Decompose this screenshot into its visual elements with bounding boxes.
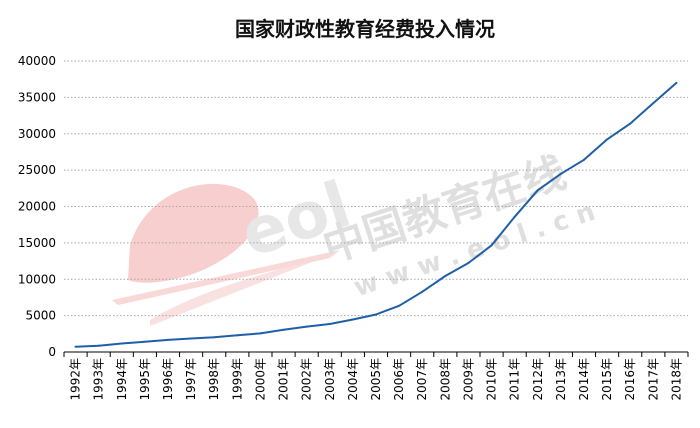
data-point bbox=[467, 262, 470, 265]
y-tick-label: 25000 bbox=[18, 163, 56, 177]
x-tick-label: 2015年 bbox=[600, 358, 614, 401]
data-point bbox=[559, 172, 562, 175]
data-point bbox=[421, 290, 424, 293]
y-tick-label: 10000 bbox=[18, 272, 56, 286]
y-tick-label: 30000 bbox=[18, 127, 56, 141]
data-point bbox=[675, 81, 678, 84]
x-tick-label: 2007年 bbox=[415, 358, 429, 401]
x-tick-label: 2011年 bbox=[508, 358, 522, 401]
x-tick-label: 2008年 bbox=[438, 358, 452, 401]
chart-title: 国家财政性教育经费投入情况 bbox=[235, 17, 495, 41]
x-tick-label: 2014年 bbox=[577, 358, 591, 401]
data-point bbox=[97, 344, 100, 347]
data-point bbox=[328, 322, 331, 325]
data-point bbox=[305, 325, 308, 328]
x-tick-label: 2004年 bbox=[346, 358, 360, 401]
x-tick-label: 2009年 bbox=[461, 358, 475, 401]
x-tick-label: 2000年 bbox=[253, 358, 267, 401]
data-point bbox=[652, 102, 655, 105]
data-point bbox=[351, 318, 354, 321]
x-tick-label: 1993年 bbox=[92, 358, 106, 401]
data-point bbox=[398, 304, 401, 307]
data-point bbox=[490, 244, 493, 247]
data-point bbox=[536, 189, 539, 192]
data-point bbox=[190, 337, 193, 340]
x-tick-label: 2016年 bbox=[623, 358, 637, 401]
x-tick-label: 2002年 bbox=[300, 358, 314, 401]
x-axis: 1992年 1993年 1994年 1995年 1996年 1997年 1998年 1999年… bbox=[63, 351, 689, 401]
data-point bbox=[259, 332, 262, 335]
data-point bbox=[513, 215, 516, 218]
watermark: eol 中国教育在线 w w w . e o l . c n bbox=[112, 147, 599, 326]
data-point bbox=[606, 138, 609, 141]
x-tick-label: 1995年 bbox=[138, 358, 152, 401]
y-tick-label: 35000 bbox=[18, 90, 56, 104]
x-tick-label: 2003年 bbox=[323, 358, 337, 401]
x-tick-label: 2010年 bbox=[485, 358, 499, 401]
x-tick-label: 2012年 bbox=[531, 358, 545, 401]
y-axis: 0 5000 10000 15000 20000 25000 30000 35000 40000 bbox=[18, 54, 56, 359]
x-tick-label: 1996年 bbox=[161, 358, 175, 401]
y-tick-label: 15000 bbox=[18, 236, 56, 250]
data-point bbox=[282, 328, 285, 331]
y-tick-label: 20000 bbox=[18, 200, 56, 214]
data-point bbox=[236, 334, 239, 337]
data-point bbox=[629, 122, 632, 125]
data-point bbox=[375, 313, 377, 316]
x-tick-label: 1992年 bbox=[69, 358, 83, 401]
watermark-logo: eol bbox=[112, 168, 359, 326]
data-point bbox=[74, 345, 77, 348]
x-tick-label: 1999年 bbox=[230, 358, 244, 401]
y-tick-label: 40000 bbox=[18, 54, 56, 68]
data-point bbox=[143, 340, 146, 343]
x-tick-label: 2001年 bbox=[277, 358, 291, 401]
x-tick-label: 2013年 bbox=[554, 358, 568, 401]
x-tick-label: 1998年 bbox=[207, 358, 221, 401]
data-point bbox=[213, 336, 216, 339]
data-point bbox=[444, 274, 447, 277]
data-point bbox=[167, 338, 169, 341]
y-tick-label: 0 bbox=[48, 345, 56, 359]
x-tick-label: 2017年 bbox=[646, 358, 660, 401]
y-tick-label: 5000 bbox=[25, 309, 56, 323]
x-tick-label: 2006年 bbox=[392, 358, 406, 401]
x-tick-label: 2005年 bbox=[369, 358, 383, 401]
x-tick-label: 1997年 bbox=[184, 358, 198, 401]
data-point bbox=[583, 158, 585, 161]
x-tick-label: 2018年 bbox=[669, 358, 683, 401]
data-point bbox=[120, 342, 123, 345]
gridlines bbox=[64, 60, 688, 317]
series-layer bbox=[74, 81, 678, 348]
x-tick-label: 1994年 bbox=[115, 358, 129, 401]
